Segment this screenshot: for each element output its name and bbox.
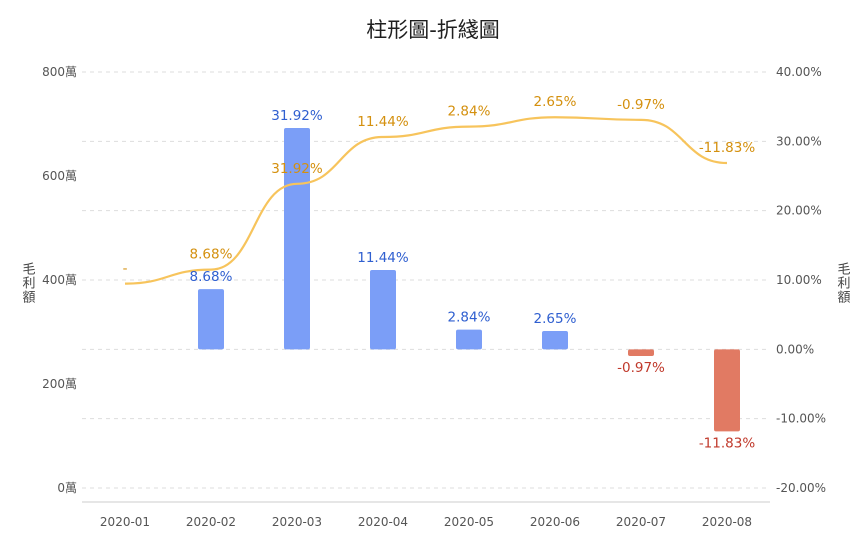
right-tick-label: 20.00% [776,204,822,218]
left-tick-label: 800萬 [42,65,77,79]
x-tick-label: 2020-06 [530,515,580,529]
bar-label: -11.83% [699,435,756,451]
bar [542,330,568,350]
x-tick-label: 2020-03 [272,515,322,529]
bar [714,349,740,432]
right-tick-label: -10.00% [776,412,826,426]
right-tick-label: 30.00% [776,134,822,148]
grid-lines [82,71,770,489]
right-tick-label: 0.00% [776,342,814,356]
line-series [124,116,728,285]
right-tick-label: -20.00% [776,481,826,495]
bar [456,329,482,350]
right-tick-label: 40.00% [776,65,822,79]
bar [370,270,396,350]
x-axis: 2020-01 2020-02 2020-03 2020-04 2020-05 2020-… [82,501,770,529]
bar-series [198,128,740,432]
x-tick-label: 2020-02 [186,515,236,529]
bar-label: 2.84% [448,310,491,326]
line-label: -0.97% [617,97,665,113]
bar-label: 2.65% [534,311,577,327]
line-label: 2.65% [534,94,577,110]
line-label: -11.83% [699,140,756,156]
left-axis-title: 毛利額 [20,262,36,304]
left-tick-label: 600萬 [42,169,77,183]
bar [198,289,224,350]
line-path [124,116,728,285]
data-labels: 8.68% 31.92% 11.44% 2.84% 2.65% -0.97% -11.83%… [123,94,756,451]
bar-label: -0.97% [617,360,665,376]
bar-label: 11.44% [357,250,409,266]
bar [628,349,654,357]
line-label: 11.44% [357,114,409,130]
left-tick-label: 400萬 [42,273,77,287]
line-label: 31.92% [271,161,323,177]
line-label: - [123,261,128,277]
line-label: 2.84% [448,104,491,120]
right-tick-label: 10.00% [776,273,822,287]
chart-title: 柱形圖-折綫圖 [366,18,500,42]
left-tick-label: 0萬 [57,481,77,495]
right-axis-title: 毛利額 [835,262,851,304]
left-tick-label: 200萬 [42,377,77,391]
line-label: 8.68% [190,247,233,263]
x-tick-label: 2020-05 [444,515,494,529]
left-y-axis: 0萬 200萬 400萬 600萬 800萬 [42,65,77,495]
x-tick-label: 2020-01 [100,515,150,529]
x-tick-label: 2020-08 [702,515,752,529]
bar-label: 8.68% [190,269,233,285]
x-tick-label: 2020-04 [358,515,408,529]
right-y-axis: -20.00% -10.00% 0.00% 10.00% 20.00% 30.00% 40.… [776,65,826,495]
bar-label: 31.92% [271,108,323,124]
x-tick-label: 2020-07 [616,515,666,529]
